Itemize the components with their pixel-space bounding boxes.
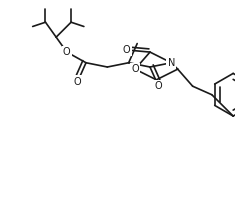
Text: O: O <box>74 77 81 87</box>
Text: O: O <box>63 47 71 57</box>
Text: N: N <box>168 58 175 68</box>
Text: O: O <box>155 81 162 91</box>
Text: O: O <box>131 64 139 74</box>
Text: O: O <box>123 45 130 55</box>
